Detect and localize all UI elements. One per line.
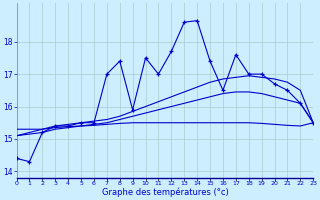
X-axis label: Graphe des températures (°c): Graphe des températures (°c) [101, 188, 228, 197]
